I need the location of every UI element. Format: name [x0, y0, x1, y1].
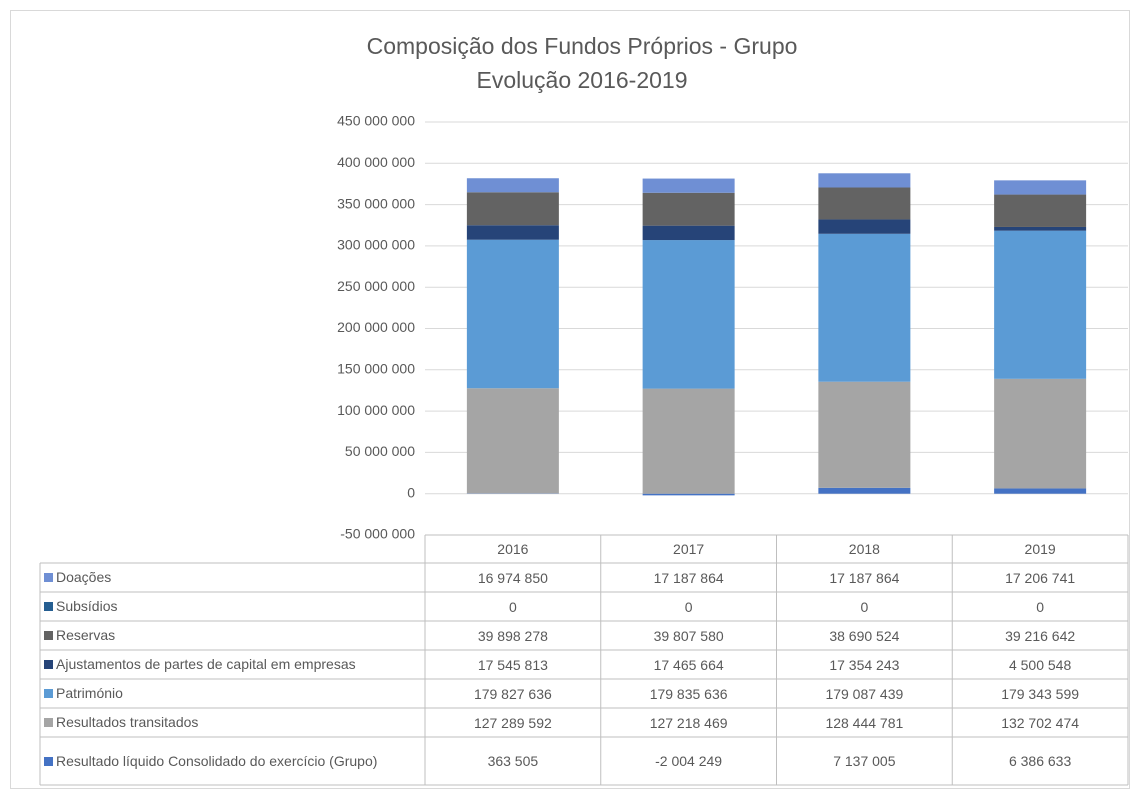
legend-key [44, 718, 53, 727]
legend-key [44, 756, 53, 766]
bar-segment [466, 178, 559, 193]
table-value: 7 137 005 [833, 753, 896, 769]
legend-label: Reservas [56, 627, 116, 643]
table-header: 2018 [848, 541, 880, 557]
bar-segment [994, 230, 1087, 379]
bar-segment [818, 233, 911, 382]
table-value: 39 807 580 [653, 627, 724, 644]
table-value: 16 974 850 [477, 569, 548, 586]
bar-segment [642, 178, 735, 193]
table-value: 127 218 469 [649, 714, 728, 731]
legend-label: Subsídios [56, 598, 118, 614]
bar-segment [818, 381, 911, 488]
legend-key [44, 602, 53, 611]
y-tick-label: 0 [407, 484, 415, 500]
table-value: 0 [508, 598, 517, 615]
bar-segment [994, 194, 1087, 227]
table-value: 17 206 741 [1005, 569, 1076, 586]
legend-entry: Património [40, 679, 425, 708]
bar-segment [818, 487, 911, 494]
legend-label: Património [56, 685, 123, 701]
bar-segment [818, 219, 911, 234]
y-tick-label: 100 000 000 [337, 402, 415, 418]
frame [10, 10, 1130, 789]
legend-entry: Subsídios [40, 592, 425, 621]
y-tick-label: 300 000 000 [337, 237, 415, 253]
y-tick-label: -50 000 000 [340, 526, 415, 542]
bar-segment [818, 187, 911, 220]
table-value: 39 898 278 [477, 627, 548, 644]
table-value: -2 004 249 [655, 753, 723, 769]
table-header: 2017 [673, 541, 705, 557]
chart-subtitle: Evolução 2016-2019 [477, 67, 688, 93]
bar-segment [466, 225, 559, 240]
bar-segment [466, 192, 559, 226]
legend-entry: Reservas [40, 621, 425, 650]
bar-segment [466, 239, 559, 389]
table-value: 17 465 664 [653, 656, 724, 673]
legend-entry: Ajustamentos de partes de capital em emp… [40, 650, 425, 679]
table-value: 17 187 864 [653, 569, 724, 586]
y-tick-label: 50 000 000 [345, 443, 415, 459]
bar-segment [642, 240, 735, 389]
table-value: 17 354 243 [829, 656, 900, 673]
bar-segment [642, 388, 735, 494]
bar-segment [818, 173, 911, 188]
bar-segment [466, 388, 559, 494]
table-value: 0 [860, 598, 869, 615]
table-value: 179 827 636 [473, 685, 552, 702]
bar-segment [994, 180, 1087, 195]
table-value: 0 [684, 598, 693, 615]
legend-entry: Doações [40, 563, 425, 592]
table-value: 132 702 474 [1001, 714, 1080, 731]
legend-key [44, 660, 53, 669]
legend-label: Ajustamentos de partes de capital em emp… [56, 656, 356, 672]
table-value: 6 386 633 [1008, 753, 1072, 769]
table-value: 17 187 864 [829, 569, 900, 586]
bar-segment [642, 493, 735, 496]
bar-segment [994, 226, 1087, 231]
table-value: 17 545 813 [477, 656, 548, 673]
table-value: 39 216 642 [1005, 627, 1076, 644]
table-value: 179 087 439 [825, 685, 904, 702]
y-tick-label: 400 000 000 [337, 154, 415, 170]
y-tick-label: 450 000 000 [337, 113, 415, 129]
legend-entry: Resultados transitados [40, 708, 425, 737]
legend-label: Resultados transitados [56, 714, 199, 730]
bar-segment [642, 192, 735, 226]
table-value: 179 835 636 [649, 685, 728, 702]
y-tick-label: 250 000 000 [337, 278, 415, 294]
table-value: 38 690 524 [829, 627, 900, 644]
table-value: 4 500 548 [1008, 656, 1072, 673]
table-value: 0 [1036, 598, 1045, 615]
bar-segment [994, 378, 1087, 489]
legend-label: Resultado líquido Consolidado do exercíc… [56, 752, 378, 769]
bar-segment [994, 488, 1087, 494]
table-header: 2019 [1024, 541, 1056, 557]
table-value: 127 289 592 [473, 714, 552, 731]
table-header: 2016 [497, 541, 529, 557]
legend-key [44, 573, 53, 582]
legend-label: Doações [56, 569, 112, 585]
table-value: 128 444 781 [825, 714, 904, 731]
legend-key [44, 689, 53, 698]
table-value: 363 505 [487, 753, 539, 769]
bar-segment [642, 225, 735, 241]
chart-title: Composição dos Fundos Próprios - Grupo [367, 33, 798, 59]
y-tick-label: 200 000 000 [337, 319, 415, 335]
y-tick-label: 150 000 000 [337, 361, 415, 377]
table-value: 179 343 599 [1001, 685, 1080, 702]
legend-key [44, 631, 53, 640]
y-tick-label: 350 000 000 [337, 195, 415, 211]
legend-entry: Resultado líquido Consolidado do exercíc… [40, 737, 425, 785]
